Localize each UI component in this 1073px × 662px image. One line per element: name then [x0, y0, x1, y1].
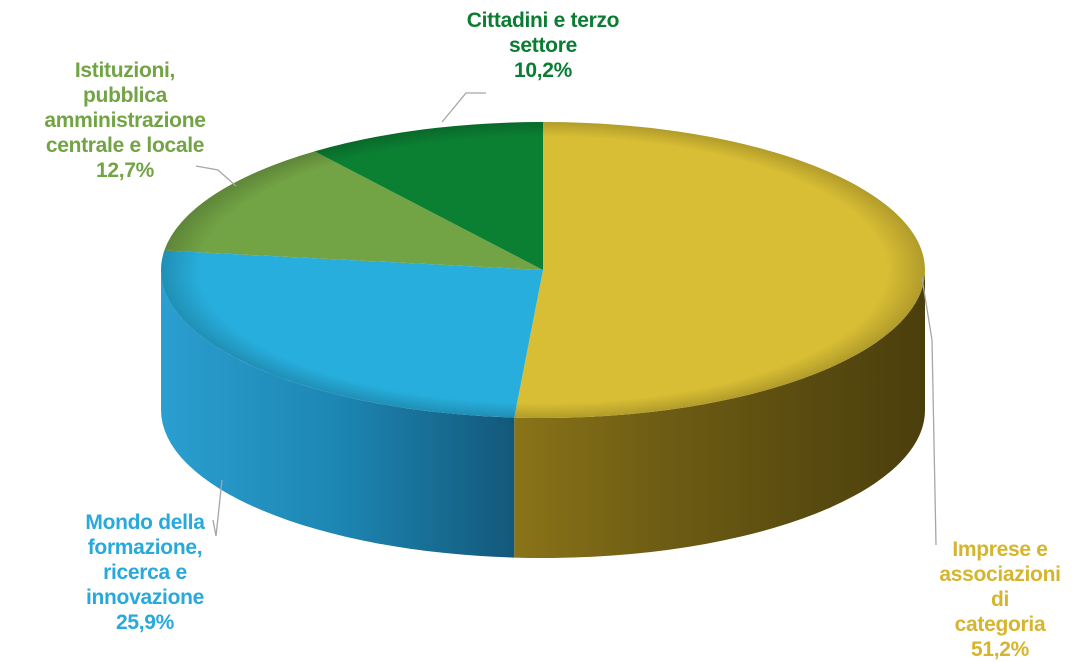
slice-label-line: pubblica [83, 84, 167, 107]
pie-side-1 [161, 270, 515, 558]
slice-value-label: 12,7% [95, 159, 155, 182]
slice-label-line: centrale e locale [45, 134, 205, 157]
slice-value-label: 25,9% [115, 611, 175, 634]
slice-label-line: ricerca e [103, 561, 187, 584]
pie-side-0 [514, 270, 926, 559]
slice-label-line: categoria [954, 613, 1046, 636]
leader-line-3 [441, 92, 486, 123]
slice-label-line: amministrazione [44, 109, 206, 132]
slice-label-3: Cittadini e terzo settore 10,2% [418, 8, 668, 83]
slice-label-line: Cittadini e terzo [466, 9, 620, 32]
slice-label-line: formazione, [87, 536, 203, 559]
slice-label-line: Imprese e [952, 538, 1048, 561]
leader-line-1 [212, 479, 223, 537]
leader-line-2 [195, 165, 237, 187]
pie-rim-shade [161, 122, 925, 418]
slice-label-2: Istituzioni, pubblica amministrazione centr… [40, 58, 210, 183]
slice-label-line: settore [509, 34, 577, 57]
slice-label-1: Mondo della formazione, ricerca e innovazio… [60, 510, 230, 635]
slice-label-0: Imprese e associazioni di categoria 51,2% [930, 537, 1070, 662]
slice-value-label: 51,2% [970, 638, 1030, 661]
slice-label-line: associazioni di [939, 563, 1061, 611]
slice-label-line: innovazione [85, 586, 205, 609]
slice-label-line: Istituzioni, [74, 59, 176, 82]
slice-value-label: 10,2% [513, 59, 573, 82]
slice-label-line: Mondo della [85, 511, 205, 534]
leader-line-0 [921, 277, 937, 546]
